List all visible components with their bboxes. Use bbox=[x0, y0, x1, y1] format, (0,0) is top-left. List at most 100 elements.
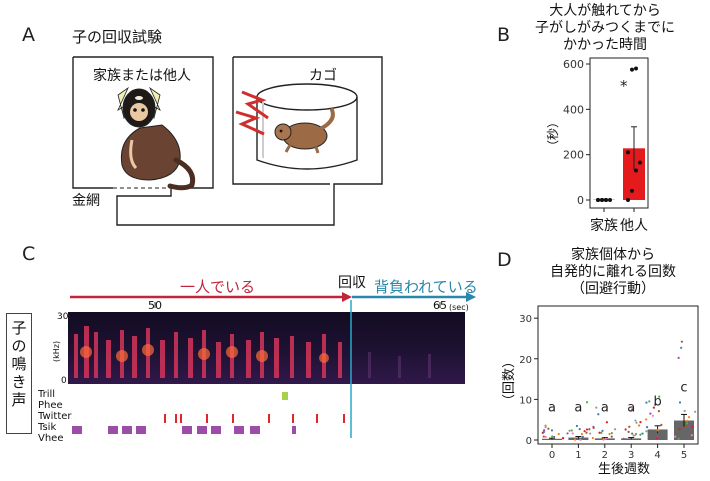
chart-d-point bbox=[687, 416, 691, 419]
panel-b-title: 大人が触れてから 子がしがみつくまでに かかった時間 bbox=[520, 3, 690, 54]
chart-d-point bbox=[610, 432, 613, 435]
time-tick-65: 65 bbox=[433, 299, 447, 312]
chart-d-point bbox=[677, 437, 680, 440]
chart-d-bar bbox=[568, 437, 589, 440]
chart-b-significance: * bbox=[620, 77, 628, 95]
chart-d-letter: a bbox=[574, 401, 582, 416]
chart-d-point bbox=[656, 429, 659, 432]
chart-d-point bbox=[680, 346, 683, 349]
chart-d-point bbox=[573, 438, 577, 441]
chart-b-point bbox=[630, 188, 634, 193]
time-unit: (sec) bbox=[449, 303, 469, 312]
chart-d-point bbox=[585, 428, 589, 431]
chart-d-point bbox=[571, 432, 574, 435]
panel-d-title-line: 家族個体から bbox=[571, 247, 655, 263]
chart-d-point bbox=[649, 412, 652, 415]
chart-d-point bbox=[630, 409, 633, 412]
chart-d-point bbox=[645, 418, 648, 421]
chart-d-point bbox=[589, 432, 592, 435]
panel-b-letter: B bbox=[497, 24, 511, 46]
panel-d-xlabel: 生後週数 bbox=[598, 462, 651, 477]
chart-d-bar bbox=[542, 438, 562, 440]
phase-retrieval-label: 回収 bbox=[338, 275, 366, 291]
chart-d-point bbox=[592, 426, 595, 429]
chart-d-point bbox=[678, 401, 682, 404]
chart-d-point bbox=[685, 419, 689, 422]
chart-d-point bbox=[638, 424, 641, 427]
side-label-box bbox=[6, 313, 32, 434]
room-left-label: 家族または他人 bbox=[93, 68, 191, 84]
freq-tick-0: 0 bbox=[61, 376, 67, 386]
chart-d-point bbox=[639, 433, 642, 436]
side-label: 子の鳴き声 bbox=[11, 319, 27, 409]
panel-c-letter: C bbox=[22, 243, 36, 265]
vhee-marks bbox=[72, 426, 296, 434]
chart-d-point bbox=[657, 409, 660, 413]
chart-b-point bbox=[626, 150, 630, 155]
panel-b-title-line: かかった時間 bbox=[563, 37, 647, 53]
chart-d-point bbox=[557, 432, 560, 436]
chart-d-point bbox=[566, 432, 569, 435]
call-type-tsik: Tsik bbox=[38, 422, 57, 433]
spectrogram bbox=[68, 312, 465, 384]
chart-d-point bbox=[581, 435, 584, 438]
chart-d-letter: c bbox=[680, 380, 687, 395]
chart-d-point bbox=[656, 435, 659, 438]
chart-d-point bbox=[658, 395, 661, 398]
chart-b-point bbox=[608, 198, 612, 202]
chart-d-point bbox=[639, 421, 642, 424]
chart-d-letter: a bbox=[548, 401, 556, 416]
chart-d-point bbox=[652, 406, 655, 409]
chart-d-point bbox=[604, 437, 607, 440]
chart-d-bar bbox=[674, 420, 694, 440]
chart-d-point bbox=[641, 432, 644, 435]
chart-d-point bbox=[542, 430, 545, 434]
freq-tick-30: 30 bbox=[57, 312, 69, 322]
chart-d-point bbox=[635, 421, 638, 424]
chart-d-point bbox=[575, 424, 579, 428]
chart-d-point bbox=[648, 400, 651, 403]
chart-d-point bbox=[598, 431, 601, 434]
chart-b-ytick-label: 400 bbox=[563, 103, 584, 116]
chart-d-point bbox=[674, 435, 677, 438]
chart-b-ytick-label: 0 bbox=[577, 194, 584, 207]
chart-d-point bbox=[561, 437, 565, 440]
chart-d-point bbox=[578, 427, 581, 431]
chart-d-point bbox=[588, 428, 591, 431]
chart-d-xtick-label: 5 bbox=[681, 450, 687, 461]
chart-d-point bbox=[550, 429, 554, 432]
spectrogram-calls bbox=[74, 326, 431, 378]
phase-carried-label: 背負われている bbox=[374, 278, 478, 296]
chart-d-point bbox=[628, 425, 631, 428]
chart-b-ytick-label: 200 bbox=[563, 149, 584, 162]
chart-d-point bbox=[688, 425, 691, 428]
chart-d-point bbox=[605, 421, 608, 424]
chart-d-point bbox=[614, 428, 617, 431]
time-tick-50: 50 bbox=[148, 299, 162, 312]
call-type-vhee: Vhee bbox=[38, 433, 64, 444]
chart-d-ytick-label: 30 bbox=[519, 314, 532, 325]
chart-d-point bbox=[600, 431, 603, 434]
chart-d-point bbox=[542, 429, 546, 432]
chart-d-point bbox=[631, 432, 634, 435]
panel-d-title: 家族個体から 自発的に離れる回数 （回避行動） bbox=[528, 247, 698, 298]
chart-d-point bbox=[690, 434, 693, 437]
chart-b-xtick-label: 家族 bbox=[590, 217, 618, 234]
phase-alone-label: 一人でいる bbox=[180, 278, 256, 296]
chart-d-point bbox=[542, 435, 545, 438]
chart-d-point bbox=[585, 431, 588, 434]
chart-d-point bbox=[579, 438, 582, 441]
panel-d-title-line: 自発的に離れる回数 bbox=[550, 264, 676, 280]
chart-d-point bbox=[685, 422, 688, 425]
panel-b-title-line: 子がしがみつくまでに bbox=[535, 20, 675, 36]
chart-d-letter: a bbox=[627, 401, 635, 416]
chart-b-ytick-label: 600 bbox=[563, 58, 584, 71]
twitter-marks bbox=[164, 414, 345, 423]
call-type-trill: Trill bbox=[38, 389, 56, 400]
chart-d-point bbox=[645, 401, 648, 404]
chart-d-point bbox=[547, 427, 550, 430]
chart-b-point bbox=[604, 198, 608, 202]
chart-d-xtick-label: 1 bbox=[575, 450, 581, 461]
